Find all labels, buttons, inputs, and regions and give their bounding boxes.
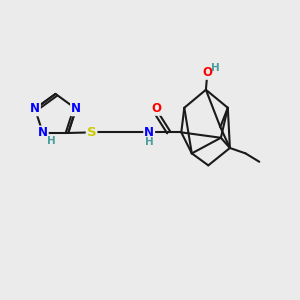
Text: H: H <box>145 137 154 147</box>
Text: N: N <box>71 102 81 115</box>
Text: S: S <box>87 126 96 139</box>
Text: N: N <box>144 126 154 139</box>
Text: N: N <box>30 102 40 115</box>
Text: H: H <box>47 136 56 146</box>
Text: O: O <box>202 66 212 79</box>
Text: H: H <box>212 63 220 73</box>
Text: O: O <box>151 102 161 115</box>
Text: N: N <box>38 127 48 140</box>
